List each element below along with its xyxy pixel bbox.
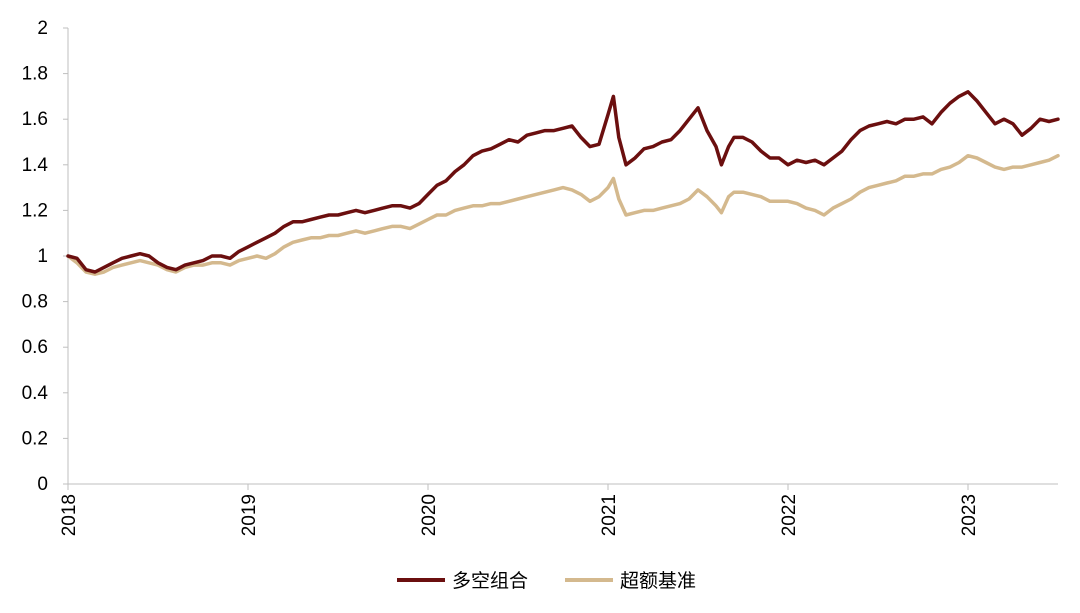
x-tick-label: 2023 [959,494,980,536]
y-tick-label: 1.6 [22,109,48,130]
y-tick-label: 1.2 [22,200,48,221]
x-tick-label: 2020 [419,494,440,536]
y-axis: 0 0.2 0.4 0.6 0.8 1 1.2 1.4 1.6 1.8 2 [22,18,69,495]
y-tick-label: 0.6 [22,337,48,358]
x-tick-label: 2022 [779,494,800,536]
y-tick-label: 2 [37,18,48,39]
legend-label-2: 超额基准 [620,570,696,592]
y-tick-label: 0.4 [22,383,49,404]
x-tick-label: 2021 [599,494,620,536]
x-tick-label: 2018 [59,494,80,536]
y-tick-label: 0 [37,474,48,495]
y-tick-label: 0.2 [22,428,48,449]
y-tick-label: 1.8 [22,64,48,85]
legend-label-1: 多空组合 [452,570,528,592]
series-line-2 [66,153,1060,276]
x-axis: 2018 2019 2020 2021 2022 2023 [59,483,1058,536]
y-tick-label: 0.8 [22,292,48,313]
y-tick-label: 1 [37,246,48,267]
x-tick-label: 2019 [239,494,260,536]
y-tick-label: 1.4 [22,155,49,176]
series-lines [66,90,1060,276]
series-line-1 [66,90,1060,274]
legend: 多空组合 超额基准 [397,570,696,592]
